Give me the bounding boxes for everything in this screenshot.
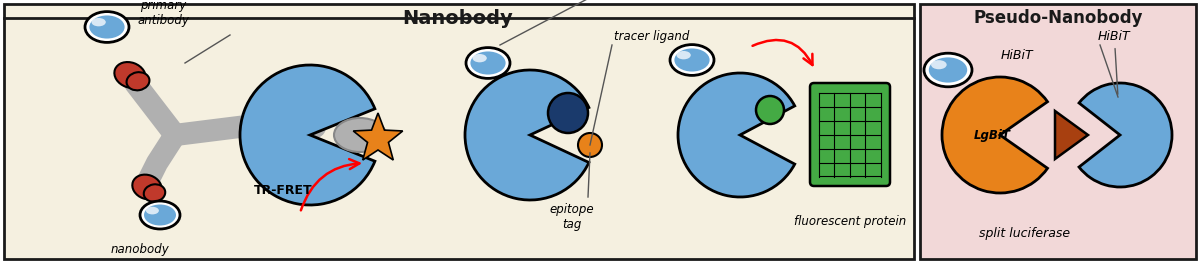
Text: nanobody: nanobody [110, 243, 169, 256]
Text: HiBiT: HiBiT [1098, 30, 1130, 94]
Ellipse shape [132, 175, 162, 199]
Wedge shape [678, 73, 794, 197]
Ellipse shape [473, 54, 487, 62]
Text: split luciferase: split luciferase [979, 227, 1070, 240]
Text: Nanobody: Nanobody [403, 9, 514, 28]
Circle shape [548, 93, 588, 133]
Ellipse shape [126, 72, 150, 90]
Text: fluorescent protein: fluorescent protein [794, 215, 906, 228]
FancyArrowPatch shape [752, 40, 812, 65]
Bar [920, 4, 1196, 259]
Text: TR-FRET: TR-FRET [253, 184, 312, 196]
Ellipse shape [670, 45, 714, 75]
Text: tracer ligand: tracer ligand [614, 30, 689, 43]
Ellipse shape [146, 207, 158, 214]
Ellipse shape [144, 205, 176, 225]
Text: primary
antibody: primary antibody [137, 0, 188, 27]
Ellipse shape [470, 52, 505, 74]
Ellipse shape [85, 12, 130, 42]
Ellipse shape [90, 16, 125, 39]
Polygon shape [353, 113, 403, 160]
Ellipse shape [334, 118, 386, 152]
FancyArrowPatch shape [301, 159, 360, 210]
Circle shape [756, 96, 784, 124]
Ellipse shape [114, 62, 145, 88]
FancyBboxPatch shape [810, 83, 890, 186]
Ellipse shape [929, 57, 967, 83]
Wedge shape [240, 65, 374, 205]
Circle shape [578, 133, 602, 157]
Text: epitope
tag: epitope tag [550, 203, 594, 231]
Text: Pseudo-Nanobody: Pseudo-Nanobody [973, 9, 1142, 27]
Ellipse shape [677, 51, 691, 59]
Ellipse shape [924, 53, 972, 87]
Wedge shape [942, 77, 1048, 193]
Ellipse shape [466, 48, 510, 78]
Bar [4, 4, 914, 259]
Ellipse shape [91, 18, 106, 26]
Text: LgBiT: LgBiT [973, 129, 1010, 141]
Ellipse shape [144, 184, 166, 202]
Text: HiBiT: HiBiT [1001, 49, 1033, 62]
Polygon shape [1055, 111, 1088, 159]
Ellipse shape [931, 60, 947, 69]
Ellipse shape [140, 201, 180, 229]
Wedge shape [466, 70, 589, 200]
Ellipse shape [674, 48, 709, 72]
Wedge shape [1079, 83, 1172, 187]
